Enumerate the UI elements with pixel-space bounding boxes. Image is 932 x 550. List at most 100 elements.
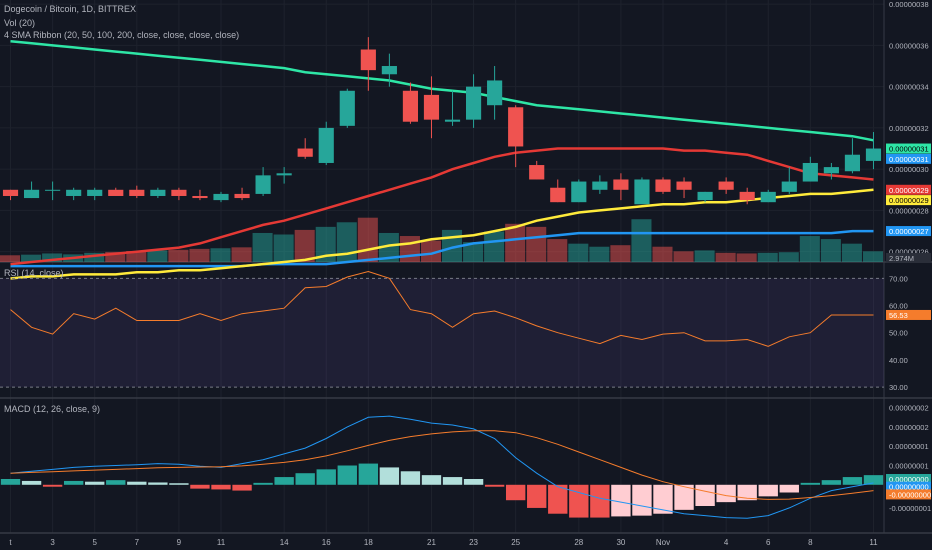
macd-histogram-bar: [358, 463, 379, 485]
candle-body[interactable]: [697, 191, 713, 201]
macd-badge: 0.00000000: [889, 483, 929, 492]
volume-bar: [799, 236, 820, 262]
time-axis-label: 25: [511, 538, 520, 547]
candle-body[interactable]: [213, 193, 229, 201]
macd-histogram-bar: [527, 484, 547, 508]
macd-histogram-bar: [842, 477, 863, 485]
sma-20-line: [10, 229, 874, 268]
volume-bar: [715, 252, 736, 262]
candle-body[interactable]: [844, 154, 861, 172]
price-scale-area[interactable]: [884, 0, 932, 550]
candle-body[interactable]: [613, 179, 629, 190]
candle-body[interactable]: [150, 189, 166, 196]
macd-histogram-bar: [253, 482, 273, 485]
candle-body[interactable]: [360, 49, 376, 71]
candle-body[interactable]: [23, 189, 40, 199]
volume-bar: [652, 246, 673, 262]
time-axis-label: 6: [766, 538, 771, 547]
candle-body[interactable]: [444, 119, 461, 122]
macd-histogram-bar: [569, 484, 589, 518]
candle-body[interactable]: [423, 94, 440, 120]
time-axis-label: 30: [616, 538, 625, 547]
volume-bar: [42, 253, 63, 262]
rsi-axis-label: 60.00: [889, 302, 908, 311]
candle-body[interactable]: [192, 195, 208, 199]
volume-bar: [378, 232, 399, 262]
candle-body[interactable]: [318, 127, 334, 163]
volume-bar: [526, 226, 547, 262]
volume-bar: [757, 252, 778, 262]
candle-body[interactable]: [823, 167, 839, 174]
candle-body[interactable]: [571, 181, 587, 203]
candle-body[interactable]: [739, 191, 755, 201]
candle-body[interactable]: [66, 189, 82, 196]
candle-body[interactable]: [234, 193, 250, 199]
candle-body[interactable]: [108, 189, 124, 196]
candle-body[interactable]: [171, 189, 187, 196]
time-axis-label: 11: [869, 538, 878, 547]
macd-histogram-bar: [779, 484, 799, 493]
macd-histogram-bar: [379, 467, 400, 485]
macd-histogram-bar: [63, 480, 84, 485]
candle-body[interactable]: [865, 148, 882, 161]
sma-200-line: [10, 40, 874, 142]
macd-histogram-bar: [211, 484, 231, 490]
candle-body[interactable]: [592, 181, 608, 190]
rsi-badge-bg: [886, 309, 931, 320]
candle-body[interactable]: [718, 181, 734, 190]
macd-histogram-bar: [863, 475, 884, 485]
price-axis-label: 0.00000034: [889, 83, 929, 92]
volume-bar: [631, 219, 652, 262]
time-axis-label: 5: [92, 538, 97, 547]
macd-badge-bg: [886, 474, 931, 484]
macd-histogram-bar: [0, 479, 21, 485]
macd-histogram-bar: [716, 484, 736, 503]
candle-body[interactable]: [129, 189, 145, 196]
macd-badge: 0.00000000: [889, 475, 929, 484]
volume-bar: [168, 249, 189, 262]
candle-body[interactable]: [276, 173, 292, 176]
macd-histogram-bar: [232, 484, 252, 491]
candle-body[interactable]: [297, 148, 313, 157]
candle-body[interactable]: [676, 181, 692, 190]
rsi-axis-label: 70.00: [889, 274, 908, 283]
macd-histogram-bar: [653, 484, 673, 514]
candle-body[interactable]: [255, 175, 271, 194]
candle-body[interactable]: [529, 165, 545, 180]
volume-bar: [841, 243, 862, 262]
candle-body[interactable]: [802, 162, 818, 182]
candle-body[interactable]: [781, 181, 797, 192]
time-axis-label: Nov: [656, 538, 670, 547]
price-badge-bg: [886, 153, 931, 164]
candle-body[interactable]: [465, 86, 482, 120]
candle-body[interactable]: [87, 189, 103, 196]
rsi-badge: 56.53: [889, 311, 908, 320]
signal-line: [10, 430, 874, 500]
macd-histogram-bar: [127, 481, 147, 485]
candle-body[interactable]: [45, 189, 61, 191]
candle-body[interactable]: [339, 90, 355, 126]
candle-body[interactable]: [487, 80, 503, 106]
volume-bar: [105, 251, 126, 262]
candle-body[interactable]: [381, 66, 397, 75]
candle-body[interactable]: [2, 189, 19, 196]
candle-body[interactable]: [634, 179, 650, 205]
candle-body[interactable]: [508, 107, 524, 147]
macd-badge-bg: [886, 481, 931, 492]
candle-body[interactable]: [655, 179, 671, 192]
volume-bar: [589, 246, 610, 262]
price-badge-bg: [886, 226, 931, 237]
macd-histogram-bar: [800, 482, 821, 485]
macd-histogram-bar: [274, 477, 294, 485]
macd-histogram-bar: [674, 484, 694, 510]
time-axis-label: 14: [280, 538, 289, 547]
time-axis[interactable]: [0, 534, 932, 550]
rsi-axis-label: 30.00: [889, 383, 908, 392]
candle-body[interactable]: [550, 187, 566, 203]
price-axis-label: 0.00000038: [889, 0, 929, 9]
candle-body[interactable]: [402, 90, 419, 122]
macd-histogram-bar: [737, 484, 757, 501]
macd-histogram-bar: [169, 483, 189, 485]
candle-body[interactable]: [760, 191, 776, 203]
